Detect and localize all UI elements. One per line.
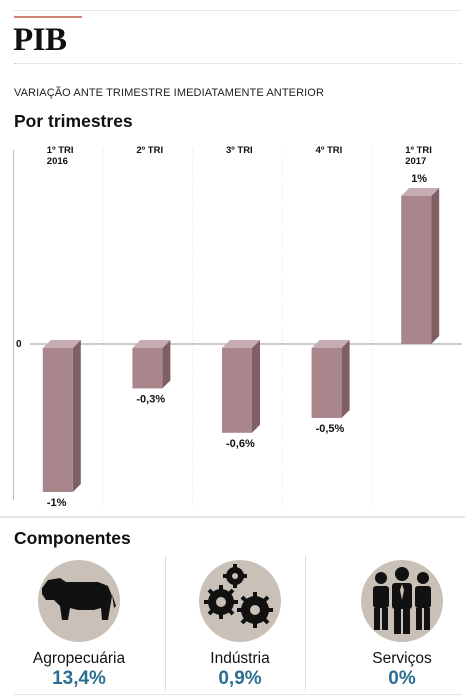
- bar-top: [222, 340, 260, 348]
- section-heading-quarters: Por trimestres: [14, 111, 133, 131]
- category-label: 2º TRI: [136, 145, 163, 156]
- component-value: 0,9%: [218, 668, 262, 689]
- bar-side: [72, 340, 81, 492]
- top-rule: [14, 10, 462, 11]
- bar: [222, 348, 252, 433]
- accent-line: [14, 16, 82, 18]
- footer-rule: [14, 694, 462, 695]
- category-label: 1º TRI: [47, 145, 74, 156]
- category-label: 3º TRI: [226, 145, 253, 156]
- value-label: -0,5%: [316, 423, 345, 435]
- value-label: 1%: [411, 173, 427, 185]
- component-value: 13,4%: [52, 668, 106, 689]
- category-label: 2017: [405, 156, 426, 167]
- bar-side: [162, 340, 171, 389]
- bar-top: [132, 340, 171, 348]
- bar: [132, 348, 163, 389]
- people-icon: [361, 560, 443, 642]
- component-label: Serviços: [372, 650, 432, 667]
- component-value: 0%: [388, 668, 416, 689]
- bar: [311, 348, 342, 418]
- value-label: -1%: [47, 497, 67, 509]
- component-agropecuaria: Agropecuária 13,4%: [9, 560, 149, 690]
- bar-side: [431, 188, 440, 344]
- bar-top: [401, 188, 440, 196]
- gears-icon: [199, 560, 281, 642]
- component-label: Agropecuária: [32, 650, 126, 667]
- zero-tick-label: 0: [16, 339, 22, 350]
- bar-side: [341, 340, 350, 418]
- component-servicos: Serviços 0%: [332, 560, 465, 690]
- section-divider: [0, 516, 465, 518]
- category-label: 1º TRI: [405, 145, 432, 156]
- bar-top: [311, 340, 350, 348]
- page-title: PIB: [13, 22, 67, 58]
- chart-subtitle: VARIAÇÃO ANTE TRIMESTRE IMEDIATAMENTE AN…: [14, 87, 324, 99]
- component-industria: Indústria 0,9%: [170, 560, 310, 690]
- section-heading-components: Componentes: [14, 528, 131, 548]
- cow-icon: [38, 560, 120, 642]
- bar-side: [252, 340, 260, 433]
- chart-left-axis: [13, 150, 14, 500]
- component-label: Indústria: [210, 650, 270, 667]
- value-label: -0,3%: [136, 393, 165, 405]
- bar-top: [42, 340, 81, 348]
- component-divider: [165, 556, 166, 691]
- title-divider: [14, 63, 462, 64]
- category-label: 2016: [47, 156, 68, 167]
- value-label: -0,6%: [226, 438, 255, 450]
- bar: [401, 196, 432, 344]
- bar: [42, 348, 73, 492]
- component-divider: [305, 556, 306, 691]
- category-label: 4º TRI: [316, 145, 343, 156]
